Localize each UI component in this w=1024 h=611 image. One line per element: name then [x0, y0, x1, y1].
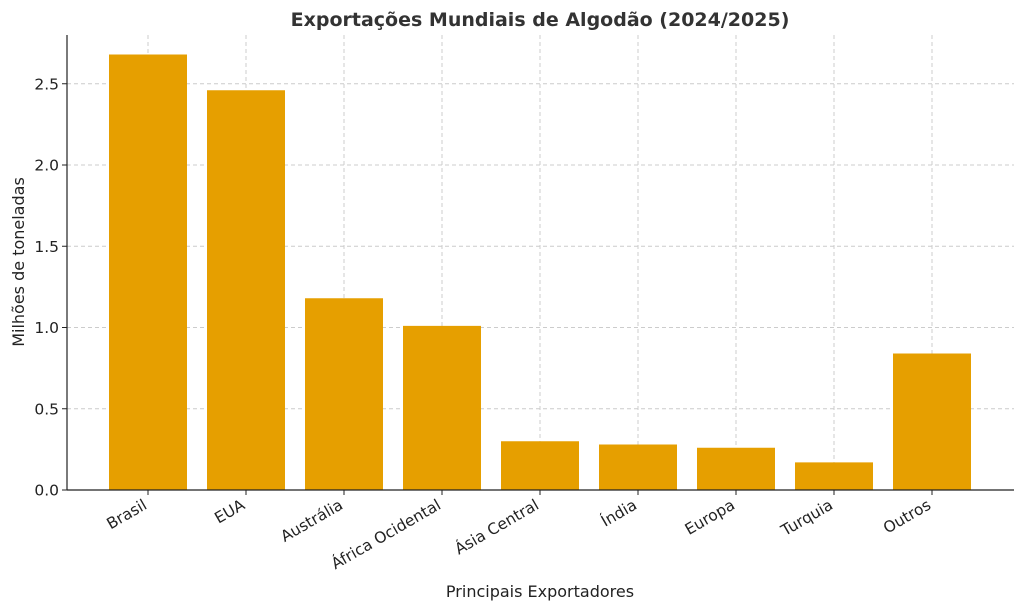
bar-6 — [697, 447, 775, 490]
x-tick-label: Ásia Central — [451, 495, 542, 558]
bars — [109, 54, 971, 490]
x-tick-label: Brasil — [104, 496, 150, 533]
y-tick-label: 1.5 — [34, 238, 59, 256]
bar-5 — [599, 444, 677, 490]
y-tick-label: 2.5 — [34, 75, 59, 93]
bar-4 — [501, 441, 579, 490]
x-tick-label: Outros — [880, 496, 934, 537]
bar-2 — [305, 298, 383, 490]
x-tick-label: Índia — [598, 495, 640, 530]
y-ticks: 0.0 0.5 1.0 1.5 2.0 2.5 — [34, 75, 67, 500]
x-axis-label: Principais Exportadores — [446, 582, 634, 601]
x-tick-label: Europa — [682, 496, 738, 539]
chart-title: Exportações Mundiais de Algodão (2024/20… — [291, 9, 790, 31]
bar-8 — [893, 353, 971, 490]
y-tick-label: 2.0 — [34, 157, 59, 175]
bar-3 — [403, 325, 481, 490]
x-tick-label: Austrália — [278, 496, 346, 546]
bar-0 — [109, 54, 187, 490]
y-tick-label: 1.0 — [34, 319, 59, 337]
bar-1 — [207, 90, 285, 490]
x-tick-label: EUA — [212, 496, 249, 528]
x-tick-label: Turquia — [777, 496, 836, 540]
y-tick-label: 0.0 — [34, 482, 59, 500]
y-axis-label: Milhões de toneladas — [9, 177, 28, 347]
y-tick-label: 0.5 — [34, 400, 59, 418]
bar-7 — [795, 462, 873, 490]
x-tick-label: África Ocidental — [328, 495, 444, 573]
